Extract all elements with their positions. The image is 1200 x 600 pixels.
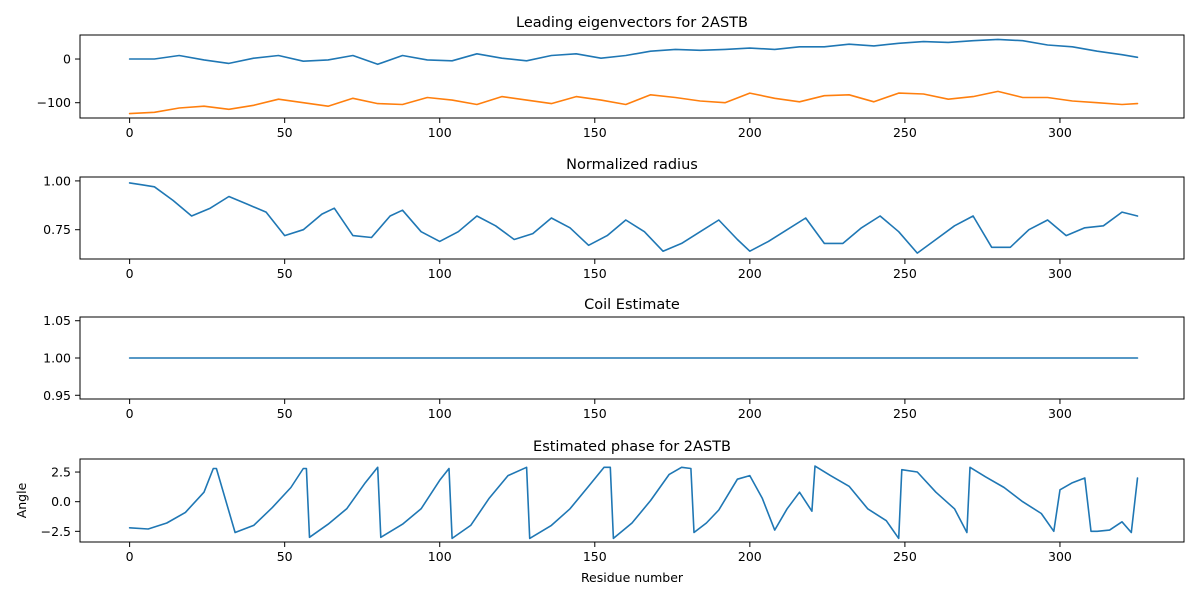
x-tick-label: 150 xyxy=(583,406,607,421)
y-tick-label: 2.5 xyxy=(51,465,71,480)
x-tick-label: 150 xyxy=(583,549,607,564)
plot-frame xyxy=(79,34,1185,119)
series-line-2 xyxy=(128,90,1139,115)
x-tick-label: 300 xyxy=(1048,266,1072,281)
panel-estimated-phase: Estimated phase for 2ASTB 0 50 100 150 200 250… xyxy=(14,439,1185,585)
x-tick-label: 150 xyxy=(583,266,607,281)
x-tick-label: 50 xyxy=(277,406,293,421)
x-tick-label: 150 xyxy=(583,125,607,140)
x-tick-label: 250 xyxy=(893,125,917,140)
x-tick-label: 300 xyxy=(1048,406,1072,421)
y-tick-label: 1.00 xyxy=(43,173,71,188)
panel-coil-estimate: Coil Estimate 0 50 100 150 200 250 300 0.95 1.00 1… xyxy=(43,297,1185,421)
x-tick-label: 0 xyxy=(126,266,134,281)
y-tick-label: 0.75 xyxy=(43,222,71,237)
x-tick-label: 100 xyxy=(428,406,452,421)
x-tick-label: 0 xyxy=(126,406,134,421)
x-tick-label: 0 xyxy=(126,549,134,564)
panel-normalized-radius: Normalized radius 0 50 100 150 200 250 300 0.75 1… xyxy=(43,157,1185,281)
x-tick-label: 200 xyxy=(738,266,762,281)
panel-eigenvectors: Leading eigenvectors for 2ASTB 0 50 100 150 2… xyxy=(37,15,1185,140)
plot-frame xyxy=(79,176,1185,260)
x-tick-label: 200 xyxy=(738,125,762,140)
series-line-1 xyxy=(128,182,1139,254)
chart-title: Coil Estimate xyxy=(584,297,680,313)
series-line-1 xyxy=(128,38,1139,66)
y-tick-label: 1.00 xyxy=(43,351,71,366)
y-tick-label: 1.05 xyxy=(43,313,71,328)
y-axis-label: Angle xyxy=(14,482,29,518)
chart-title: Normalized radius xyxy=(566,157,698,173)
x-tick-label: 50 xyxy=(277,266,293,281)
y-tick-label: −2.5 xyxy=(41,524,71,539)
x-tick-label: 250 xyxy=(893,549,917,564)
x-tick-label: 200 xyxy=(738,549,762,564)
x-tick-label: 250 xyxy=(893,406,917,421)
y-tick-label: 0.0 xyxy=(51,494,71,509)
series-line-1 xyxy=(128,465,1139,540)
x-tick-label: 50 xyxy=(277,549,293,564)
y-tick-label: 0.95 xyxy=(43,388,71,403)
x-tick-label: 200 xyxy=(738,406,762,421)
x-tick-label: 50 xyxy=(277,125,293,140)
chart-title: Leading eigenvectors for 2ASTB xyxy=(516,15,748,31)
x-tick-label: 100 xyxy=(428,549,452,564)
chart-title: Estimated phase for 2ASTB xyxy=(533,439,731,455)
y-tick-label: 0 xyxy=(63,52,71,67)
x-tick-label: 300 xyxy=(1048,549,1072,564)
x-tick-label: 250 xyxy=(893,266,917,281)
x-axis-label: Residue number xyxy=(581,570,684,585)
x-tick-label: 100 xyxy=(428,125,452,140)
x-tick-label: 300 xyxy=(1048,125,1072,140)
x-tick-label: 0 xyxy=(126,125,134,140)
y-tick-label: −100 xyxy=(37,95,71,110)
plot-frame xyxy=(79,458,1185,543)
x-tick-label: 100 xyxy=(428,266,452,281)
